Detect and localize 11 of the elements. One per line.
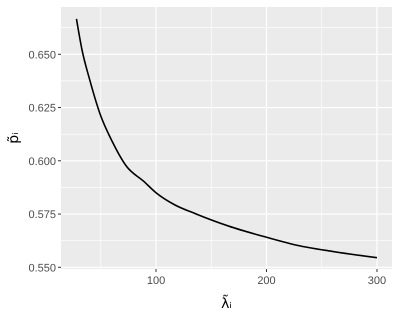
y-tick-label: 0.600 — [28, 156, 56, 168]
y-tick-label: 0.625 — [28, 102, 56, 115]
y-tick-label: 0.550 — [28, 262, 56, 274]
y-tick-label: 0.575 — [28, 209, 56, 222]
x-tick-label: 300 — [368, 275, 386, 287]
line-series — [76, 18, 378, 259]
x-tick-label: 100 — [146, 275, 166, 287]
y-axis-title: p̃ᵢ — [6, 132, 22, 144]
x-tick-label: 200 — [257, 275, 276, 287]
x-axis-title: λ̃ᵢ — [221, 294, 232, 312]
y-tick-label: 0.650 — [28, 49, 56, 62]
